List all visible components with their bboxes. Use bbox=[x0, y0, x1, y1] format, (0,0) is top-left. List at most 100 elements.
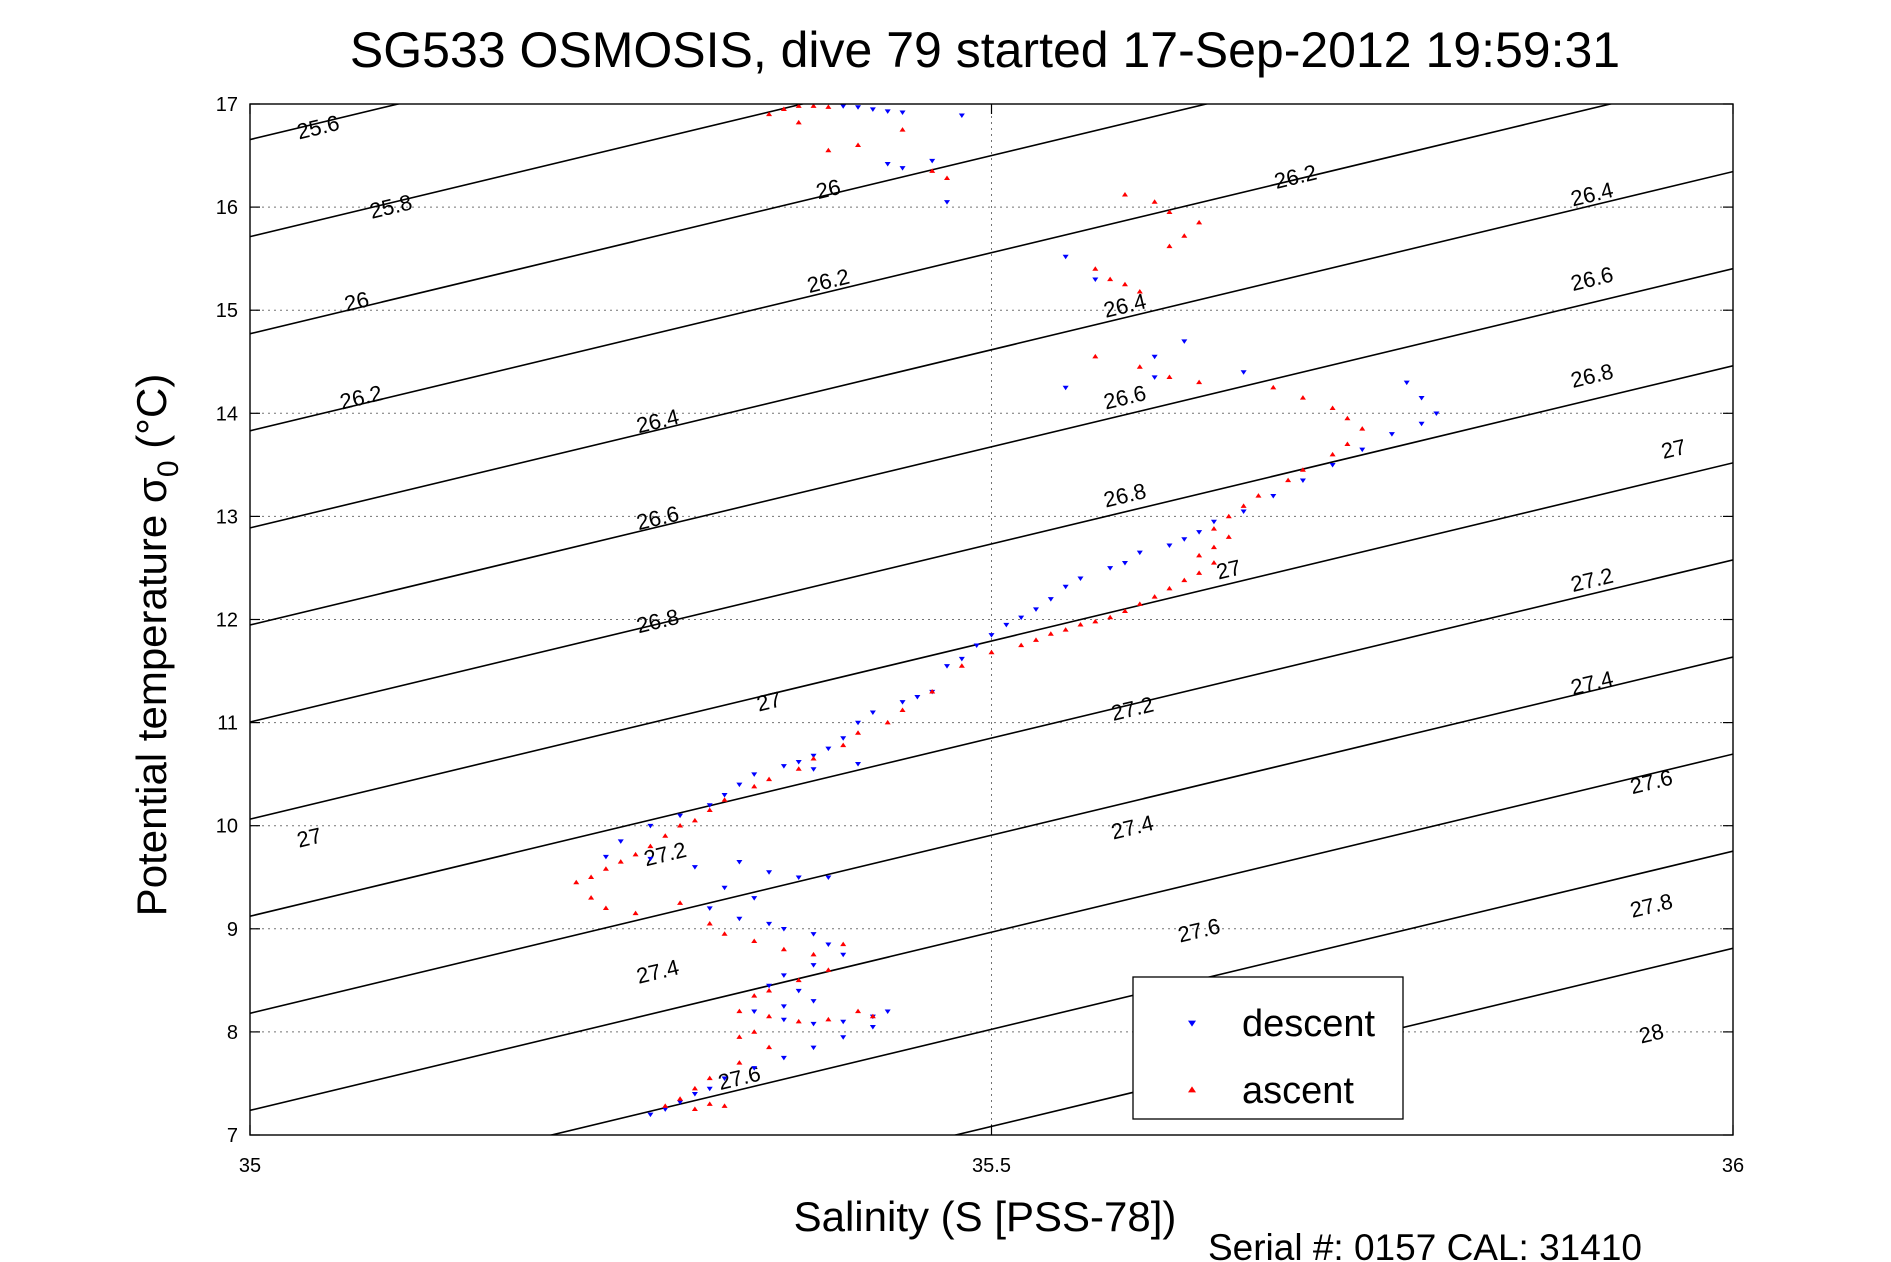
ascent-point bbox=[766, 1044, 773, 1050]
descent-point bbox=[1329, 463, 1336, 468]
isopycnal-line bbox=[250, 104, 1614, 432]
y-axis-label-unit: (°C) bbox=[128, 374, 175, 461]
y-tick-label: 8 bbox=[227, 1022, 238, 1044]
descent-point bbox=[706, 1086, 713, 1092]
legend-ascent-marker bbox=[1188, 1086, 1196, 1093]
descent-point bbox=[1240, 509, 1247, 514]
descent-point bbox=[944, 664, 951, 669]
x-axis-ticks: 35 35.5 36 bbox=[239, 104, 1744, 1177]
ascent-point bbox=[1121, 281, 1128, 287]
descent-point bbox=[840, 736, 847, 741]
isopycnal-line bbox=[250, 267, 1733, 626]
descent-point bbox=[766, 983, 773, 989]
ascent-point bbox=[810, 755, 817, 761]
ascent-point bbox=[1151, 199, 1158, 204]
descent-point bbox=[825, 746, 832, 752]
descent-point bbox=[825, 942, 832, 947]
ascent-point bbox=[1196, 219, 1203, 225]
y-axis-ticks: 7 8 9 10 11 12 13 14 15 16 17 bbox=[216, 94, 1733, 1147]
descent-point bbox=[1181, 339, 1188, 344]
descent-point bbox=[988, 633, 995, 638]
ascent-point bbox=[825, 1016, 832, 1022]
descent-point bbox=[1418, 396, 1425, 401]
ascent-point bbox=[1136, 364, 1143, 369]
descent-point bbox=[1196, 530, 1203, 535]
ascent-point bbox=[1196, 379, 1203, 385]
ascent-point bbox=[751, 1029, 758, 1034]
ascent-point bbox=[1285, 477, 1292, 483]
ascent-point bbox=[677, 900, 684, 905]
isopycnal-line bbox=[250, 104, 1210, 335]
ascent-point bbox=[1121, 608, 1128, 614]
descent-point bbox=[780, 764, 787, 769]
descent-point bbox=[958, 656, 965, 662]
ascent-point bbox=[766, 987, 773, 993]
legend-descent-marker bbox=[1188, 1020, 1196, 1027]
isopycnal-line bbox=[250, 364, 1733, 723]
ascent-point bbox=[736, 1060, 743, 1065]
descent-point bbox=[677, 1100, 684, 1105]
x-tick-label: 36 bbox=[1722, 1155, 1744, 1177]
contour-label: 27 bbox=[294, 823, 324, 853]
descent-point bbox=[1151, 375, 1158, 380]
contour-label: 27 bbox=[1659, 434, 1689, 464]
ascent-point bbox=[766, 776, 773, 782]
ascent-point bbox=[691, 1085, 698, 1091]
ascent-point bbox=[691, 1106, 698, 1112]
ascent-point bbox=[706, 1075, 713, 1081]
ascent-point bbox=[677, 1096, 684, 1101]
ascent-point bbox=[899, 127, 906, 132]
ascent-point bbox=[602, 905, 609, 910]
ascent-point bbox=[1092, 266, 1099, 271]
ascent-point bbox=[632, 851, 639, 857]
ascent-point bbox=[751, 993, 758, 998]
descent-point bbox=[780, 1055, 787, 1061]
ascent-point bbox=[795, 103, 802, 108]
legend-descent-label: descent bbox=[1242, 1003, 1376, 1045]
serial-cal-footer: Serial #: 0157 CAL: 31410 bbox=[1208, 1227, 1642, 1262]
ascent-point bbox=[706, 1101, 713, 1106]
ascent-point bbox=[884, 719, 891, 725]
descent-point bbox=[855, 762, 862, 767]
descent-point bbox=[884, 1009, 891, 1014]
ascent-point bbox=[1107, 614, 1114, 620]
descent-point bbox=[1062, 584, 1069, 590]
contour-label-text: 26 bbox=[342, 286, 372, 316]
ascent-point bbox=[899, 707, 906, 713]
descent-point bbox=[662, 1107, 669, 1112]
ascent-point bbox=[588, 874, 595, 880]
legend-descent-symbol bbox=[1188, 1020, 1196, 1027]
ascent-point bbox=[1240, 503, 1247, 508]
y-tick-label: 14 bbox=[216, 403, 238, 425]
ascent-point bbox=[1210, 560, 1217, 565]
ascent-point bbox=[855, 1008, 862, 1014]
ascent-point bbox=[1210, 526, 1217, 531]
ascent-point bbox=[662, 833, 669, 838]
ascent-point bbox=[1107, 276, 1114, 282]
descent-point bbox=[1359, 447, 1366, 453]
contour-label-text: 27 bbox=[754, 686, 784, 716]
ascent-point bbox=[869, 1013, 876, 1019]
isopycnal-line bbox=[250, 462, 1733, 820]
contour-label: 26 bbox=[342, 286, 372, 316]
descent-point bbox=[1418, 421, 1425, 427]
descent-point bbox=[647, 1112, 654, 1118]
ascent-point bbox=[1210, 544, 1217, 550]
ascent-point bbox=[736, 1008, 743, 1014]
y-axis-label-main: Potential temperature σ bbox=[128, 477, 175, 916]
ascent-point bbox=[588, 895, 595, 900]
y-axis-label: Potential temperature σ0 (°C) bbox=[128, 374, 185, 917]
ascent-point bbox=[1166, 243, 1173, 249]
ascent-point bbox=[810, 103, 817, 108]
y-tick-label: 11 bbox=[217, 713, 238, 735]
descent-point bbox=[795, 988, 802, 994]
ascent-point bbox=[691, 817, 698, 823]
ascent-point bbox=[1359, 426, 1366, 431]
descent-point bbox=[869, 107, 876, 112]
descent-point bbox=[677, 813, 684, 819]
ascent-point bbox=[795, 766, 802, 771]
descent-point bbox=[736, 859, 743, 865]
ascent-point bbox=[602, 866, 609, 871]
descent-point bbox=[706, 803, 713, 808]
contour-label-text: 28 bbox=[1636, 1018, 1666, 1048]
